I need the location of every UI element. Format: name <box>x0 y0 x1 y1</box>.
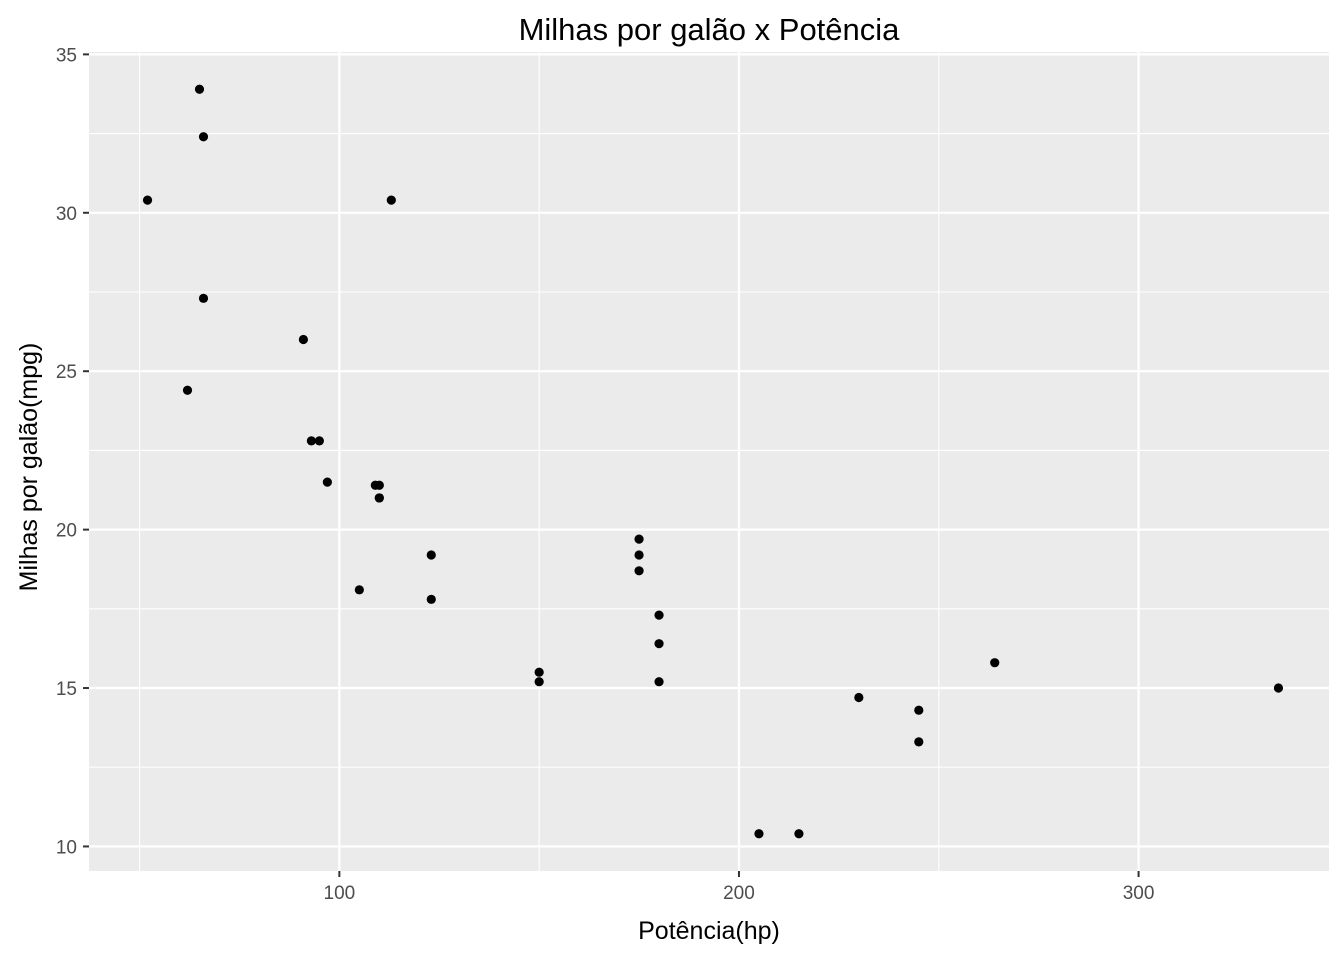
y-tick-label: 20 <box>56 521 77 542</box>
y-tick-label: 30 <box>56 204 77 225</box>
data-point <box>386 195 396 205</box>
major-gridlines <box>89 52 1329 871</box>
data-point <box>198 132 209 142</box>
data-point <box>142 195 153 205</box>
data-point <box>370 480 380 490</box>
x-axis: 100 200 300 <box>324 871 1155 904</box>
y-tick-label: 25 <box>56 362 77 383</box>
x-tick-label: 200 <box>723 883 755 904</box>
data-point <box>426 550 436 560</box>
data-point <box>854 692 864 703</box>
data-point <box>654 677 664 687</box>
y-tick-label: 35 <box>56 45 77 66</box>
data-point <box>374 493 384 503</box>
data-point <box>322 477 332 487</box>
points-layer <box>142 84 1284 839</box>
panel-background <box>89 52 1329 871</box>
data-point <box>182 385 193 395</box>
data-point <box>194 84 205 94</box>
data-point <box>426 594 436 604</box>
data-point <box>534 677 544 687</box>
data-point <box>914 737 924 747</box>
x-tick-label: 100 <box>324 883 356 904</box>
y-tick-label: 10 <box>56 837 77 858</box>
y-tick-label: 15 <box>56 679 77 700</box>
data-point <box>990 658 1000 668</box>
x-axis-title: Potência(hp) <box>638 917 780 945</box>
chart-title: Milhas por galão x Potência <box>519 12 901 47</box>
data-point <box>914 705 924 715</box>
data-point <box>634 534 644 544</box>
y-axis: 10 15 20 25 30 35 <box>56 45 89 858</box>
data-point <box>354 585 364 595</box>
minor-gridlines <box>89 52 1329 871</box>
y-axis-title: Milhas por galão(mpg) <box>15 343 43 592</box>
data-point <box>654 610 664 620</box>
data-point <box>298 334 308 345</box>
data-point <box>794 829 804 839</box>
data-point <box>654 639 664 649</box>
data-point <box>634 566 644 576</box>
data-point <box>198 293 209 303</box>
data-point <box>634 550 644 560</box>
data-point <box>534 667 544 677</box>
data-point <box>314 436 324 446</box>
data-point <box>306 436 316 446</box>
x-tick-label: 300 <box>1123 883 1155 904</box>
data-point <box>754 829 764 839</box>
data-point <box>1273 683 1284 693</box>
